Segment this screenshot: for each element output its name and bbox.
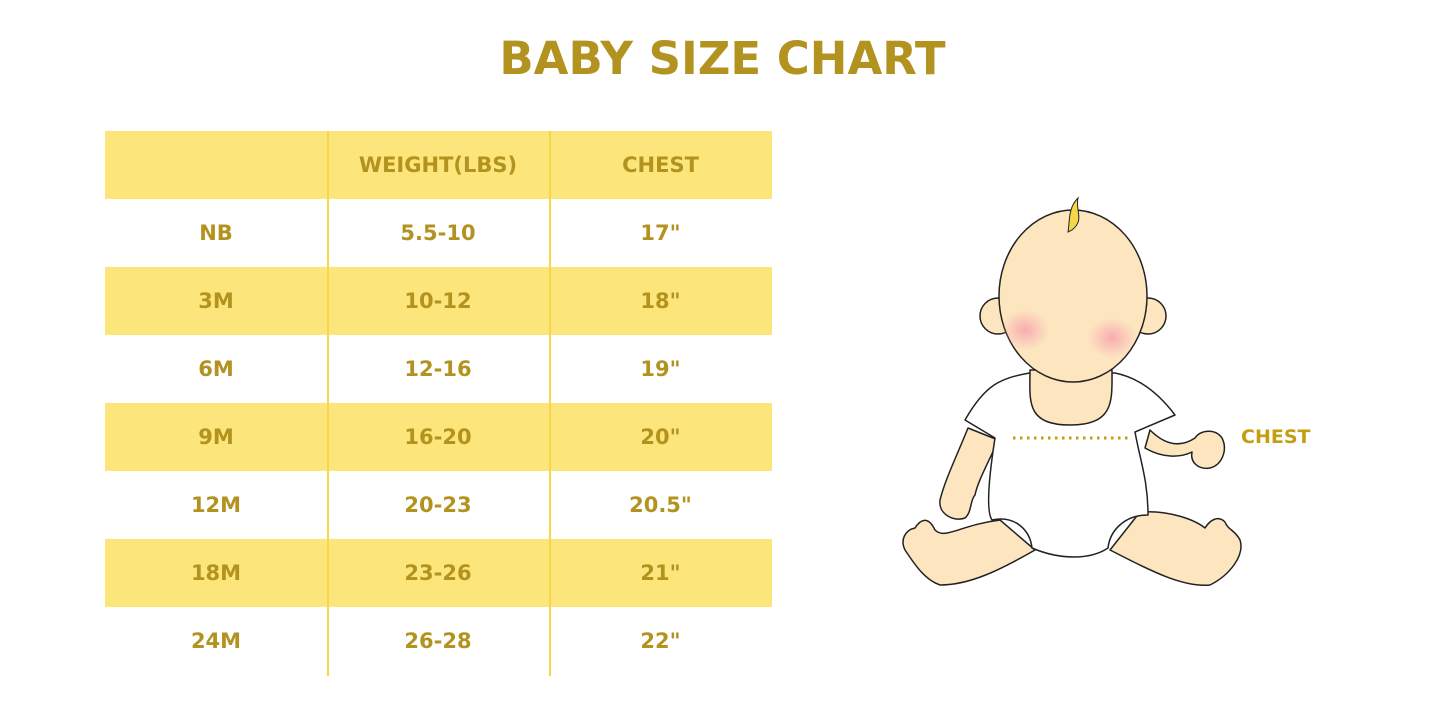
left-arm <box>939 427 999 520</box>
column-divider <box>549 131 551 676</box>
chest-cell: 18" <box>640 289 681 313</box>
size-cell: 9M <box>198 425 234 449</box>
table-row: 9M 16-20 20" <box>105 403 772 471</box>
column-divider <box>327 131 329 676</box>
size-cell: 3M <box>198 289 234 313</box>
weight-cell: 12-16 <box>404 357 472 381</box>
weight-cell: 20-23 <box>404 493 472 517</box>
chest-cell: 17" <box>640 221 681 245</box>
table-row: 6M 12-16 19" <box>105 335 772 403</box>
page-title: BABY SIZE CHART <box>499 32 946 85</box>
right-arm <box>1144 429 1226 470</box>
size-cell: 18M <box>190 561 242 585</box>
chest-cell: 19" <box>640 357 681 381</box>
chest-label: CHEST <box>1241 426 1311 448</box>
chest-cell: 22" <box>640 629 681 653</box>
header-cell: WEIGHT(LBS) <box>358 153 518 177</box>
head <box>998 209 1148 383</box>
chest-cell: 21" <box>640 561 681 585</box>
weight-cell: 10-12 <box>404 289 472 313</box>
table-row: 3M 10-12 18" <box>105 267 772 335</box>
table-row: 24M 26-28 22" <box>105 607 772 675</box>
chest-cell: 20.5" <box>629 493 692 517</box>
weight-cell: 26-28 <box>404 629 472 653</box>
weight-cell: 5.5-10 <box>400 221 476 245</box>
table-row: NB 5.5-10 17" <box>105 199 772 267</box>
weight-cell: 23-26 <box>404 561 472 585</box>
size-cell: 6M <box>198 357 234 381</box>
weight-cell: 16-20 <box>404 425 472 449</box>
size-cell: NB <box>199 221 233 245</box>
right-leg <box>1109 511 1242 586</box>
size-cell: 12M <box>190 493 242 517</box>
table-row: 12M 20-23 20.5" <box>105 471 772 539</box>
size-table: WEIGHT(LBS) CHEST NB 5.5-10 17" 3M 10-12… <box>105 131 772 675</box>
table-header: WEIGHT(LBS) CHEST <box>105 131 772 199</box>
left-leg <box>902 519 1036 586</box>
chest-cell: 20" <box>640 425 681 449</box>
header-cell: CHEST <box>622 153 699 177</box>
onesie <box>964 372 1176 558</box>
table-row: 18M 23-26 21" <box>105 539 772 607</box>
hair-tuft <box>1067 196 1080 233</box>
size-cell: 24M <box>190 629 242 653</box>
neck <box>1029 369 1113 426</box>
